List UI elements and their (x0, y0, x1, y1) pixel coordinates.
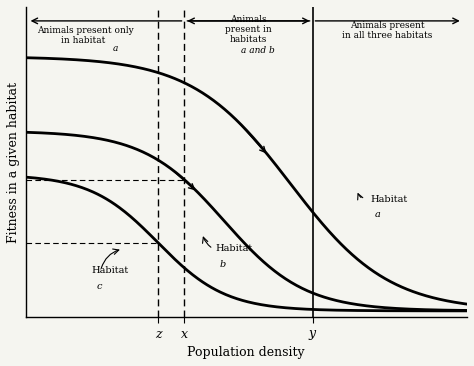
Text: Habitat: Habitat (370, 195, 407, 204)
Text: Habitat: Habitat (92, 266, 129, 275)
Text: Animals
present in
habitats: Animals present in habitats (225, 15, 272, 45)
Text: Animals present
in all three habitats: Animals present in all three habitats (342, 21, 433, 40)
Y-axis label: Fitness in a given habitat: Fitness in a given habitat (7, 82, 20, 243)
Text: c: c (96, 281, 101, 291)
Text: b: b (220, 260, 226, 269)
Text: a: a (112, 44, 118, 53)
X-axis label: Population density: Population density (187, 346, 305, 359)
Text: a and b: a and b (241, 46, 275, 55)
Text: Habitat: Habitat (215, 244, 253, 253)
Text: Animals present only
in habitat: Animals present only in habitat (37, 26, 134, 45)
Text: a: a (374, 210, 380, 219)
